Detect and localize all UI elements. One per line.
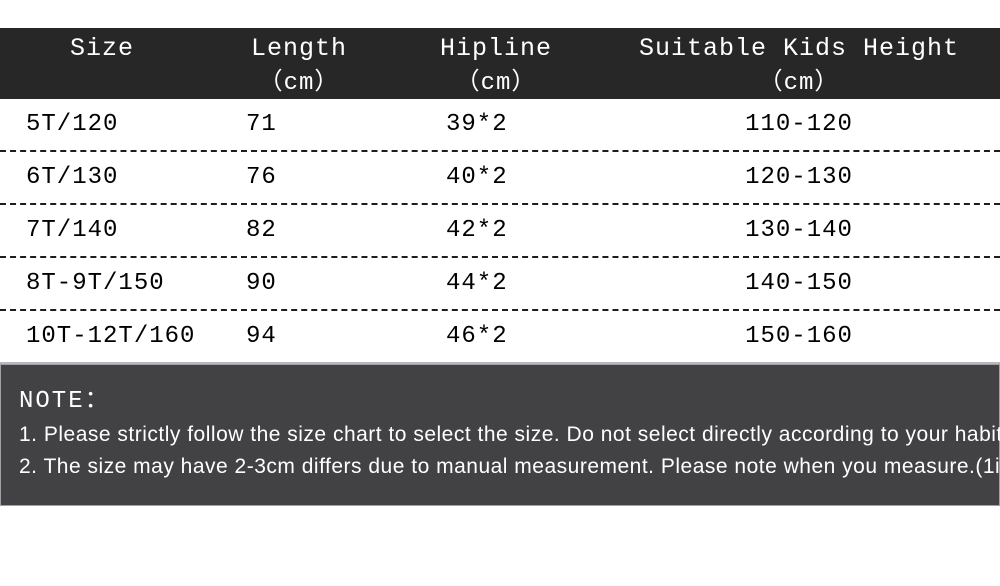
cell-length: 71 bbox=[204, 111, 394, 138]
cell-length: 94 bbox=[204, 323, 394, 350]
table-row: 6T/130 76 40*2 120-130 bbox=[0, 152, 1000, 205]
note-box: NOTE： 1. Please strictly follow the size… bbox=[0, 364, 1000, 506]
bottom-spacer bbox=[0, 506, 1000, 586]
header-unit: （cm） bbox=[456, 61, 537, 97]
cell-height: 150-160 bbox=[598, 323, 1000, 350]
cell-height: 140-150 bbox=[598, 270, 1000, 297]
top-spacer bbox=[0, 0, 1000, 28]
cell-length: 76 bbox=[204, 164, 394, 191]
table-body: 5T/120 71 39*2 110-120 6T/130 76 40*2 12… bbox=[0, 99, 1000, 364]
header-col-height: Suitable Kids Height （cm） bbox=[598, 28, 1000, 97]
header-unit: （cm） bbox=[259, 61, 340, 97]
cell-hipline: 40*2 bbox=[394, 164, 598, 191]
header-label: Length bbox=[251, 28, 347, 63]
table-row: 8T-9T/150 90 44*2 140-150 bbox=[0, 258, 1000, 311]
cell-height: 130-140 bbox=[598, 217, 1000, 244]
header-unit: （cm） bbox=[759, 61, 840, 97]
cell-size: 6T/130 bbox=[0, 164, 204, 191]
table-row: 7T/140 82 42*2 130-140 bbox=[0, 205, 1000, 258]
table-header: Size Length （cm） Hipline （cm） Suitable K… bbox=[0, 28, 1000, 99]
cell-hipline: 44*2 bbox=[394, 270, 598, 297]
table-row: 5T/120 71 39*2 110-120 bbox=[0, 99, 1000, 152]
header-label: Hipline bbox=[440, 28, 552, 63]
cell-height: 120-130 bbox=[598, 164, 1000, 191]
cell-size: 5T/120 bbox=[0, 111, 204, 138]
header-col-length: Length （cm） bbox=[204, 28, 394, 97]
cell-size: 10T-12T/160 bbox=[0, 323, 204, 350]
cell-height: 110-120 bbox=[598, 111, 1000, 138]
cell-hipline: 39*2 bbox=[394, 111, 598, 138]
note-title: NOTE： bbox=[19, 379, 981, 415]
cell-hipline: 42*2 bbox=[394, 217, 598, 244]
cell-length: 90 bbox=[204, 270, 394, 297]
cell-hipline: 46*2 bbox=[394, 323, 598, 350]
header-label: Suitable Kids Height bbox=[639, 28, 959, 63]
cell-size: 7T/140 bbox=[0, 217, 204, 244]
cell-length: 82 bbox=[204, 217, 394, 244]
table-row: 10T-12T/160 94 46*2 150-160 bbox=[0, 311, 1000, 364]
header-label: Size bbox=[70, 28, 134, 63]
header-col-hipline: Hipline （cm） bbox=[394, 28, 598, 97]
header-col-size: Size bbox=[0, 28, 204, 61]
note-line: 2. The size may have 2-3cm differs due t… bbox=[19, 455, 981, 479]
cell-size: 8T-9T/150 bbox=[0, 270, 204, 297]
note-line: 1. Please strictly follow the size chart… bbox=[19, 423, 981, 447]
size-chart: Size Length （cm） Hipline （cm） Suitable K… bbox=[0, 0, 1000, 586]
